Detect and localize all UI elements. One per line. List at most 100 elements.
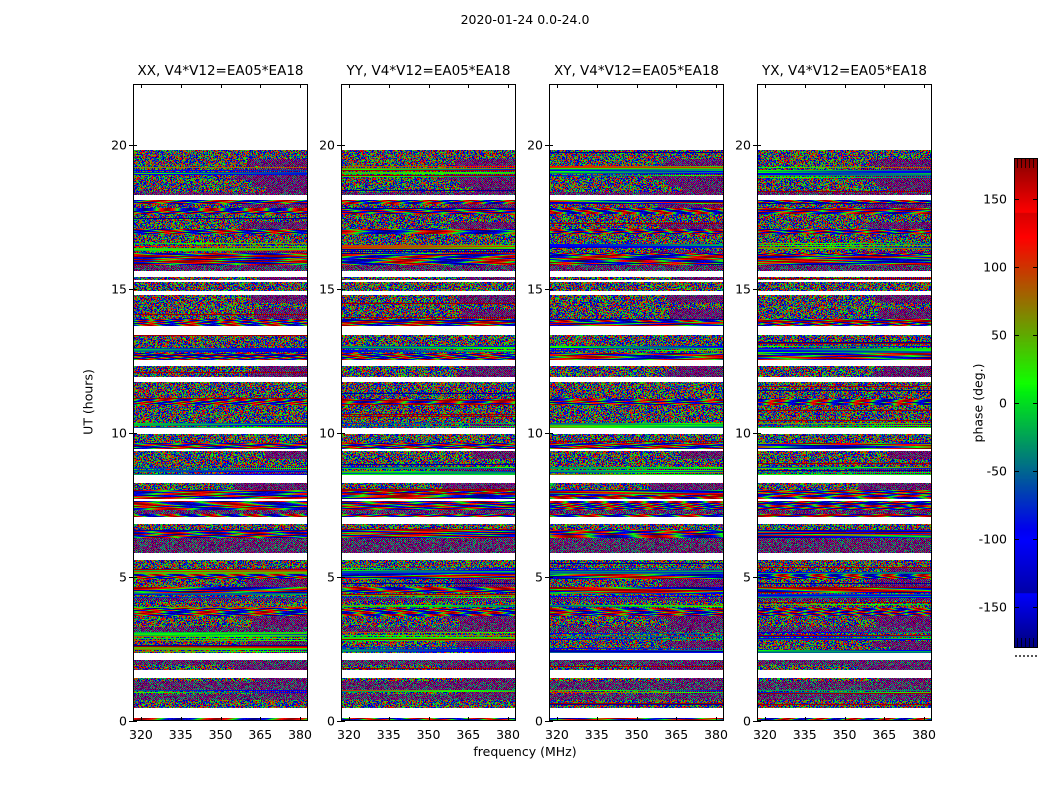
y-tick-mark	[545, 144, 549, 146]
y-tick-mark-inner	[757, 288, 761, 290]
y-tick-mark-inner	[133, 721, 137, 722]
x-tick-label: 335	[168, 727, 193, 742]
colorbar-tick-mark-right	[1033, 198, 1038, 200]
y-tick-label: 10	[735, 425, 751, 441]
y-axis-label: UT (hours)	[80, 369, 96, 435]
y-tick-mark-inner	[549, 288, 553, 290]
panel-title-xy: XY, V4*V12=EA05*EA18	[553, 63, 719, 79]
x-tick-mark-top	[716, 84, 718, 88]
y-tick-mark	[753, 721, 757, 722]
x-tick-label: 365	[456, 727, 481, 742]
y-tick-mark-inner	[341, 144, 345, 146]
x-tick-mark-top	[140, 84, 142, 88]
x-tick-mark	[676, 717, 678, 721]
x-tick-mark	[180, 717, 182, 721]
x-tick-label: 350	[624, 727, 649, 742]
x-tick-label: 350	[208, 727, 233, 742]
y-tick-label: 20	[319, 137, 335, 153]
y-tick-mark-inner	[549, 721, 553, 722]
colorbar-tick-mark-right	[1033, 471, 1038, 473]
colorbar-tick-label: 150	[983, 191, 1007, 207]
axes-frame-xx	[133, 84, 308, 721]
x-tick-mark	[140, 717, 142, 721]
colorbar-tick-mark	[1014, 198, 1019, 200]
x-tick-mark-top	[508, 84, 510, 88]
x-tick-mark	[596, 717, 598, 721]
x-tick-mark	[348, 717, 350, 721]
y-tick-label: 5	[535, 569, 543, 585]
x-tick-label: 350	[416, 727, 441, 742]
colorbar-tick-mark-right	[1033, 403, 1038, 404]
y-tick-mark-inner	[549, 144, 553, 146]
figure-suptitle: 2020-01-24 0.0-24.0	[460, 12, 590, 27]
panel-title-yx: YX, V4*V12=EA05*EA18	[761, 63, 927, 79]
y-tick-mark-inner	[757, 432, 761, 434]
x-tick-mark	[804, 717, 806, 721]
y-tick-mark-inner	[133, 576, 137, 578]
y-tick-label: 5	[119, 569, 127, 585]
y-tick-label: 10	[111, 425, 127, 441]
y-tick-mark-inner	[341, 432, 345, 434]
y-tick-label: 15	[111, 281, 127, 297]
colorbar-tick-label: 0	[999, 395, 1007, 411]
colorbar-tick-label: -100	[978, 531, 1007, 547]
x-tick-mark-top	[300, 84, 302, 88]
colorbar-tick-label: -150	[978, 599, 1007, 615]
x-tick-label: 380	[912, 727, 936, 742]
y-tick-mark	[753, 288, 757, 290]
y-tick-mark	[753, 144, 757, 146]
axes-frame-yy	[341, 84, 516, 721]
y-tick-mark-inner	[549, 576, 553, 578]
y-tick-mark	[129, 144, 133, 146]
colorbar[interactable]: -150 -100 -50 0 50 100 150	[979, 158, 1038, 648]
colorbar-tick-mark-right	[1033, 607, 1038, 609]
x-tick-mark-top	[220, 84, 222, 88]
x-tick-label: 335	[584, 727, 609, 742]
colorbar-tick-mark	[1014, 539, 1019, 541]
heatmap-image-yx	[758, 85, 931, 720]
y-tick-label: 15	[319, 281, 335, 297]
x-tick-label: 320	[545, 727, 569, 742]
y-tick-label: 20	[111, 137, 127, 153]
y-tick-mark	[545, 288, 549, 290]
x-tick-mark-top	[636, 84, 638, 88]
x-tick-mark	[844, 717, 846, 721]
colorbar-tick-mark	[1014, 471, 1019, 473]
y-tick-mark-inner	[133, 288, 137, 290]
y-tick-mark-inner	[757, 144, 761, 146]
x-tick-mark-top	[428, 84, 430, 88]
x-tick-mark-top	[676, 84, 678, 88]
x-tick-mark	[884, 717, 886, 721]
x-tick-mark	[468, 717, 470, 721]
y-tick-mark	[337, 576, 341, 578]
colorbar-tick-mark	[1014, 266, 1019, 268]
heatmap-image-xy	[550, 85, 723, 720]
y-tick-mark-inner	[757, 721, 761, 722]
y-tick-mark	[129, 576, 133, 578]
panel-xx[interactable]: XX, V4*V12=EA05*EA18 0 5 10 15 20 320 335 350 365…	[111, 63, 312, 742]
heatmap-image-yy	[342, 85, 515, 720]
x-tick-label: 365	[872, 727, 897, 742]
y-tick-label: 20	[527, 137, 543, 153]
x-tick-mark	[300, 717, 302, 721]
x-tick-label: 380	[704, 727, 728, 742]
y-tick-mark	[337, 721, 341, 722]
panel-xy[interactable]: XY, V4*V12=EA05*EA18 0 5 10 15 20 320 335 350 365…	[527, 63, 728, 742]
panel-yx[interactable]: YX, V4*V12=EA05*EA18 0 5 10 15 20 320 335 350 365…	[735, 63, 936, 742]
y-tick-mark	[545, 432, 549, 434]
x-tick-mark-top	[260, 84, 262, 88]
x-tick-mark	[388, 717, 390, 721]
panel-yy[interactable]: YY, V4*V12=EA05*EA18 0 5 10 15 20 320 335 350 365…	[319, 63, 520, 742]
y-tick-label: 0	[535, 713, 543, 729]
heatmap-image-xx	[134, 85, 307, 720]
x-tick-mark-top	[764, 84, 766, 88]
colorbar-tick-mark	[1014, 403, 1019, 404]
x-tick-label: 380	[288, 727, 312, 742]
y-tick-mark	[129, 432, 133, 434]
y-tick-mark-inner	[341, 576, 345, 578]
y-tick-label: 20	[735, 137, 751, 153]
x-tick-mark	[636, 717, 638, 721]
x-tick-mark-top	[804, 84, 806, 88]
x-tick-mark-top	[348, 84, 350, 88]
